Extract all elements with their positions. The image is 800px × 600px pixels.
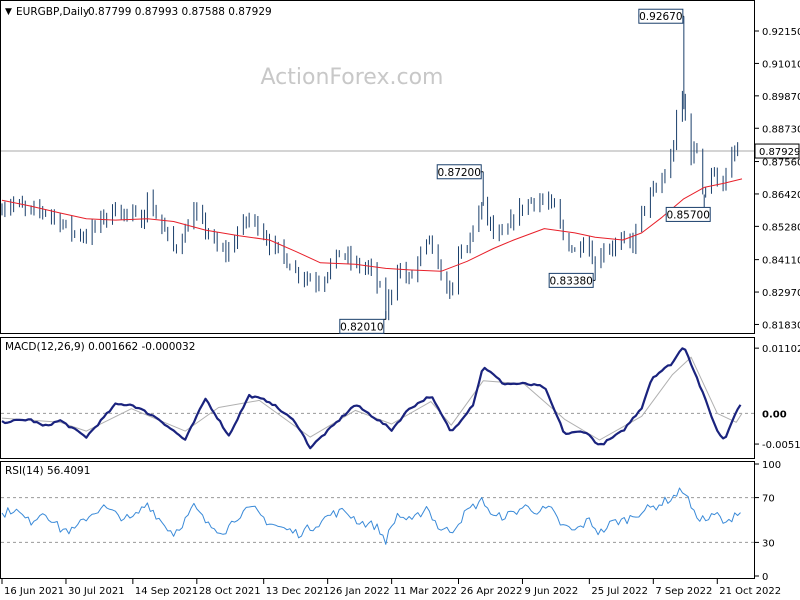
price-tick-label: 0.85280 [762,222,800,233]
rsi-tick-label: 100 [762,460,781,471]
annotation-label: 0.83380 [549,275,592,287]
annotation-box [436,164,482,180]
rsi-axis-ticks: 100 70 30 0 [755,460,781,583]
rsi-line [1,487,741,545]
price-tick-label: 0.92150 [762,27,800,38]
rsi-panel-frame [0,461,755,579]
price-bars [1,16,739,321]
moving-average [1,178,743,272]
annotation-box [638,8,684,24]
price-tick-label: 0.91010 [762,59,800,70]
ma-line [1,178,743,272]
price-header: ▼ EURGBP,Daily 0.87799 0.87993 0.87588 0… [5,6,272,18]
x-tick-label: 7 Sep 2022 [655,586,712,597]
annotation-box [665,206,711,222]
watermark: ActionForex.com [261,65,444,90]
annotation-box [339,318,385,334]
price-tick-label: 0.82970 [762,288,800,299]
annotation-label: 0.82010 [340,321,383,333]
ohlc-readout: 0.87799 0.87993 0.87588 0.87929 [88,6,272,18]
annotation-box [548,272,594,288]
rsi-tick-label: 30 [762,538,775,549]
x-tick-label: 16 Jun 2021 [4,586,64,597]
price-tick-label: 0.86420 [762,190,800,201]
header-triangle-icon: ▼ [5,7,12,17]
rsi-tick-label: 70 [762,494,775,505]
macd-last-box [755,406,799,421]
annotation-label: 0.85700 [666,209,709,221]
price-tick-label: 0.88730 [762,124,800,135]
last-price-label: 0.87929 [759,147,800,158]
rsi-tick-label: 0 [762,572,768,583]
price-axis-ticks: 0.92150 0.91010 0.89870 0.88730 0.87560 0.864… [755,27,800,331]
macd-tick-label: 0.011023 [762,344,800,355]
price-tick-label: 0.89870 [762,92,800,103]
x-tick-label: 26 Apr 2022 [461,586,523,597]
last-price-label-box: 0.87929 [754,143,800,159]
price-tick-label: 0.81830 [762,320,800,331]
x-tick-label: 21 Oct 2022 [719,586,781,597]
x-tick-label: 30 Jul 2021 [68,586,125,597]
macd-title: MACD(12,26,9) 0.001662 -0.000032 [5,341,195,353]
x-tick-label: 25 Jul 2022 [591,586,648,597]
macd-last-label: 0.00 [762,409,787,420]
rsi-title: RSI(14) 56.4091 [5,465,90,477]
price-tick-label: 0.84110 [762,256,800,267]
macd-axis-ticks: 0.011023 0.00 -0.005182 [755,344,800,451]
price-tick-label: 0.87560 [762,158,800,169]
price-title: EURGBP,Daily [16,6,89,18]
macd-main-line [1,347,742,450]
x-tick-label: 11 Mar 2022 [394,586,457,597]
macd-panel-frame [0,337,755,459]
annotation-label: 0.87200 [438,167,481,179]
macd-line [1,347,742,450]
macd-zero-line: 0.00 [1,406,799,421]
x-tick-label: 9 Jun 2022 [524,586,578,597]
x-tick-label: 13 Dec 2021 [266,586,330,597]
macd-tick-label: -0.005182 [762,440,800,451]
price-annotations: 0.92670 0.87200 0.85700 0.83380 0.82010 [339,8,711,334]
x-tick-label: 28 Oct 2021 [199,586,261,597]
x-tick-label: 26 Jan 2022 [330,586,390,597]
last-price-box [754,143,800,159]
x-axis-ticks: 16 Jun 2021 30 Jul 2021 14 Sep 2021 28 Oct … [1,579,781,597]
x-tick-label: 14 Sep 2021 [135,586,198,597]
rsi-main-line [1,487,741,545]
annotation-label: 0.92670 [639,11,682,23]
